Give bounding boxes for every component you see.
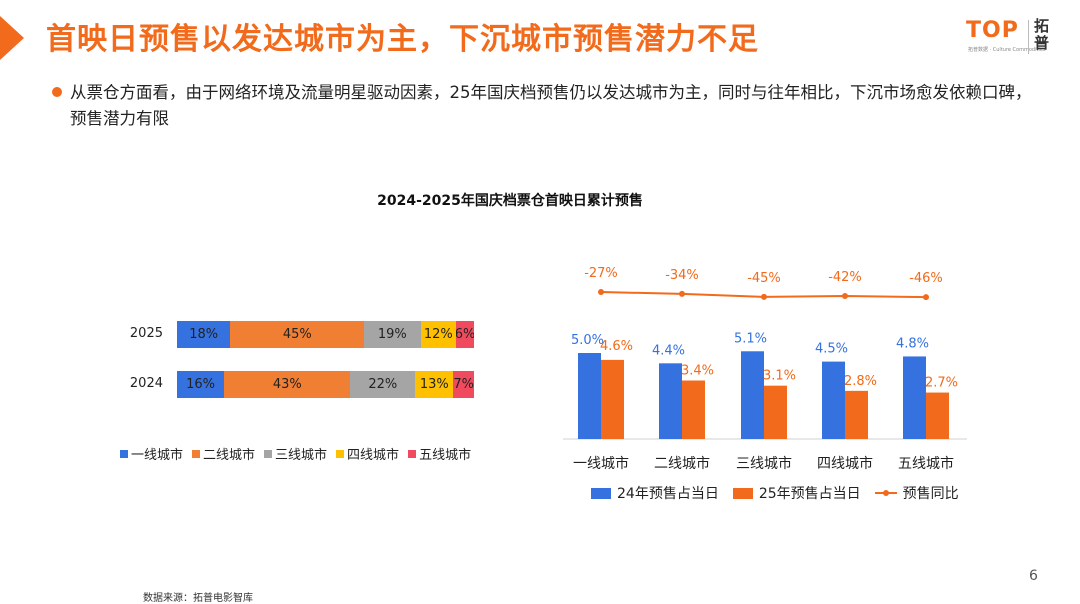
logo-divider xyxy=(1028,20,1029,54)
legend-swatch xyxy=(336,449,345,458)
yoy-label-4: -46% xyxy=(909,271,943,286)
bar-24-1 xyxy=(659,363,682,439)
legend-label: 五线城市 xyxy=(419,448,472,463)
legend-label: 24年预售占当日 xyxy=(617,486,719,502)
bar-25-4 xyxy=(926,392,949,439)
legend-swatch xyxy=(732,487,753,499)
legend-swatch xyxy=(192,449,201,458)
label-24-1: 4.4% xyxy=(652,343,685,358)
legend-swatch xyxy=(591,487,611,499)
bar-24-3 xyxy=(822,361,845,439)
legend-item-0: 24年预售占当日 xyxy=(591,483,719,503)
category-label-0: 一线城市 xyxy=(573,455,629,472)
yoy-label-0: -27% xyxy=(584,266,618,281)
bar-segment-2024-4: 7% xyxy=(453,371,474,398)
category-label-2025: 2025 xyxy=(129,326,163,341)
title-accent-triangle xyxy=(0,16,24,60)
legend-item-1: 二线城市 xyxy=(192,444,255,463)
bar-segment-2024-3: 13% xyxy=(415,371,454,398)
label-24-2: 5.1% xyxy=(734,331,767,346)
legend-label: 二线城市 xyxy=(203,448,256,463)
legend-item-2: 预售同比 xyxy=(874,483,959,503)
legend-swatch xyxy=(408,449,417,458)
column-line-legend: 24年预售占当日 25年预售占当日 预售同比 xyxy=(591,483,959,503)
page-title: 首映日预售以发达城市为主，下沉城市预售潜力不足 xyxy=(46,22,759,57)
label-25-1: 3.4% xyxy=(681,364,714,379)
bar-25-3 xyxy=(845,390,868,439)
yoy-point-4 xyxy=(923,294,929,301)
bullet-text: 从票仓方面看，由于网络环境及流量明星驱动因素，25年国庆档预售仍以发达城市为主，… xyxy=(70,83,1032,128)
label-25-4: 2.7% xyxy=(925,376,958,391)
label-25-0: 4.6% xyxy=(600,339,633,354)
legend-swatch xyxy=(264,449,273,458)
bar-24-2 xyxy=(741,351,764,439)
category-label-4: 五线城市 xyxy=(898,455,954,472)
data-source: 数据来源：拓普电影智库 xyxy=(143,593,253,604)
legend-item-3: 四线城市 xyxy=(336,444,399,463)
page-number: 6 xyxy=(1029,568,1038,584)
yoy-label-2: -45% xyxy=(747,271,781,286)
yoy-point-2 xyxy=(761,293,767,300)
label-24-4: 4.8% xyxy=(896,336,929,351)
legend-item-2: 三线城市 xyxy=(264,444,327,463)
bar-25-0 xyxy=(601,359,624,439)
legend-label: 三线城市 xyxy=(275,448,328,463)
logo-subtitle: 拓普数据 · Culture Commodities xyxy=(968,47,1046,53)
legend-label: 25年预售占当日 xyxy=(758,486,861,502)
logo-cn-text: 拓普 xyxy=(1034,17,1050,52)
legend-swatch xyxy=(120,449,128,458)
bullet-dot-icon xyxy=(52,87,62,97)
bar-segment-2025-2: 19% xyxy=(364,321,421,348)
bar-25-2 xyxy=(764,385,787,439)
bar-25-1 xyxy=(682,380,705,439)
yoy-label-3: -42% xyxy=(828,270,862,285)
label-24-3: 4.5% xyxy=(815,342,848,357)
category-label-2024: 2024 xyxy=(129,376,163,391)
bar-24-0 xyxy=(578,353,601,439)
yoy-point-1 xyxy=(679,290,685,297)
label-25-2: 3.1% xyxy=(763,369,796,384)
bar-24-4 xyxy=(903,356,926,439)
label-25-3: 2.8% xyxy=(844,374,877,389)
chart-title: 2024-2025年国庆档票仓首映日累计预售 xyxy=(377,193,643,209)
top-logo: TOP 拓普数据 · Culture Commodities 拓普 xyxy=(966,18,1062,58)
bar-segment-2024-0: 16% xyxy=(177,371,225,398)
legend-label: 预售同比 xyxy=(902,486,959,502)
bar-segment-2025-3: 12% xyxy=(420,321,457,348)
column-line-chart: 5.0%4.6% 一线城市 4.4% 3.4% 二线城市 5.1% 3.1% 三线城市 4.5%… xyxy=(563,266,967,472)
stacked-bar-legend: 一线城市 二线城市 三线城市 四线城市 五线城市 xyxy=(120,444,471,463)
logo-text: TOP xyxy=(966,18,1019,43)
legend-label: 一线城市 xyxy=(131,448,184,463)
yoy-label-1: -34% xyxy=(665,268,699,283)
yoy-point-0 xyxy=(598,289,604,295)
bar-segment-2025-0: 18% xyxy=(177,321,231,348)
bar-segment-2025-1: 45% xyxy=(230,321,365,348)
legend-item-4: 五线城市 xyxy=(408,444,471,463)
yoy-point-3 xyxy=(842,293,848,300)
bar-segment-2024-1: 43% xyxy=(224,371,351,398)
category-label-1: 二线城市 xyxy=(654,455,710,472)
legend-item-1: 25年预售占当日 xyxy=(732,483,861,503)
bar-segment-2024-2: 22% xyxy=(350,371,416,398)
legend-item-0: 一线城市 xyxy=(120,444,183,463)
label-24-0: 5.0% xyxy=(571,333,604,348)
bar-segment-2025-4: 6% xyxy=(456,321,474,348)
legend-label: 四线城市 xyxy=(347,448,400,463)
legend-swatch xyxy=(874,488,897,498)
category-label-3: 四线城市 xyxy=(817,455,873,472)
category-label-2: 三线城市 xyxy=(736,455,792,472)
